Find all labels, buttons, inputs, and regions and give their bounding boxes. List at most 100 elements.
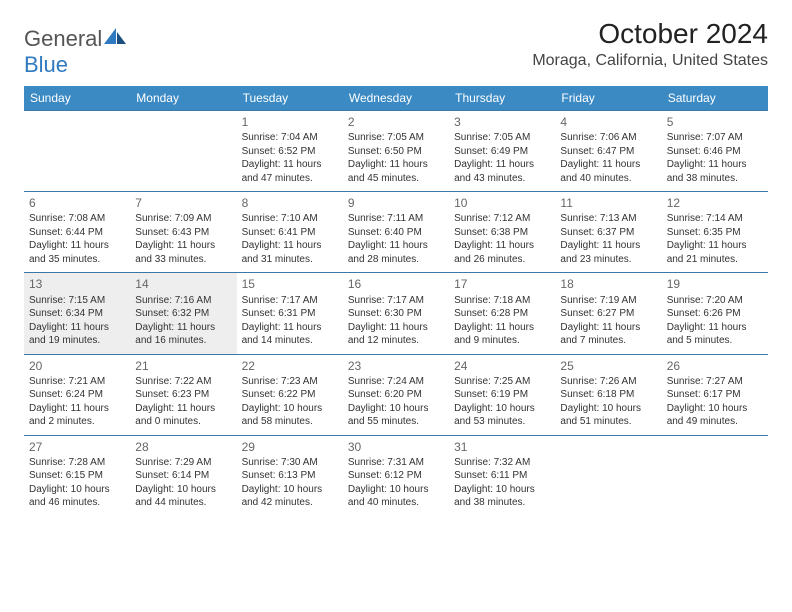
day-number: 20 [29, 358, 125, 374]
daylight-line: Daylight: 11 hours and 5 minutes. [667, 321, 763, 348]
sunrise-line: Sunrise: 7:10 AM [242, 212, 338, 226]
day-cell: 17Sunrise: 7:18 AMSunset: 6:28 PMDayligh… [449, 273, 555, 354]
daylight-line: Daylight: 10 hours and 53 minutes. [454, 402, 550, 429]
sunrise-line: Sunrise: 7:07 AM [667, 131, 763, 145]
daylight-line: Daylight: 11 hours and 40 minutes. [560, 158, 656, 185]
sunrise-line: Sunrise: 7:17 AM [242, 294, 338, 308]
title-block: October 2024 Moraga, California, United … [532, 18, 768, 70]
sunrise-line: Sunrise: 7:25 AM [454, 375, 550, 389]
daylight-line: Daylight: 11 hours and 2 minutes. [29, 402, 125, 429]
sunrise-line: Sunrise: 7:12 AM [454, 212, 550, 226]
sunset-line: Sunset: 6:32 PM [135, 307, 231, 321]
dayname-tuesday: Tuesday [237, 86, 343, 111]
sunset-line: Sunset: 6:24 PM [29, 388, 125, 402]
daylight-line: Daylight: 11 hours and 9 minutes. [454, 321, 550, 348]
day-cell [555, 435, 661, 516]
day-cell: 10Sunrise: 7:12 AMSunset: 6:38 PMDayligh… [449, 192, 555, 273]
sunset-line: Sunset: 6:41 PM [242, 226, 338, 240]
sunset-line: Sunset: 6:28 PM [454, 307, 550, 321]
sunset-line: Sunset: 6:43 PM [135, 226, 231, 240]
day-cell: 11Sunrise: 7:13 AMSunset: 6:37 PMDayligh… [555, 192, 661, 273]
daylight-line: Daylight: 11 hours and 38 minutes. [667, 158, 763, 185]
sunset-line: Sunset: 6:26 PM [667, 307, 763, 321]
day-cell: 20Sunrise: 7:21 AMSunset: 6:24 PMDayligh… [24, 354, 130, 435]
day-cell: 23Sunrise: 7:24 AMSunset: 6:20 PMDayligh… [343, 354, 449, 435]
daylight-line: Daylight: 10 hours and 46 minutes. [29, 483, 125, 510]
brand-main: General [24, 26, 102, 51]
day-cell: 25Sunrise: 7:26 AMSunset: 6:18 PMDayligh… [555, 354, 661, 435]
sunset-line: Sunset: 6:15 PM [29, 469, 125, 483]
sunrise-line: Sunrise: 7:17 AM [348, 294, 444, 308]
sunrise-line: Sunrise: 7:24 AM [348, 375, 444, 389]
month-title: October 2024 [532, 18, 768, 50]
sunrise-line: Sunrise: 7:27 AM [667, 375, 763, 389]
dayname-thursday: Thursday [449, 86, 555, 111]
day-number: 26 [667, 358, 763, 374]
day-number: 21 [135, 358, 231, 374]
sunset-line: Sunset: 6:14 PM [135, 469, 231, 483]
day-number: 25 [560, 358, 656, 374]
daylight-line: Daylight: 11 hours and 7 minutes. [560, 321, 656, 348]
dayname-wednesday: Wednesday [343, 86, 449, 111]
day-number: 19 [667, 276, 763, 292]
calendar-head: SundayMondayTuesdayWednesdayThursdayFrid… [24, 86, 768, 111]
daylight-line: Daylight: 11 hours and 12 minutes. [348, 321, 444, 348]
day-number: 3 [454, 114, 550, 130]
sunset-line: Sunset: 6:49 PM [454, 145, 550, 159]
day-number: 18 [560, 276, 656, 292]
day-cell: 29Sunrise: 7:30 AMSunset: 6:13 PMDayligh… [237, 435, 343, 516]
daylight-line: Daylight: 10 hours and 44 minutes. [135, 483, 231, 510]
day-cell: 14Sunrise: 7:16 AMSunset: 6:32 PMDayligh… [130, 273, 236, 354]
sunset-line: Sunset: 6:46 PM [667, 145, 763, 159]
day-number: 7 [135, 195, 231, 211]
day-number: 10 [454, 195, 550, 211]
daylight-line: Daylight: 11 hours and 28 minutes. [348, 239, 444, 266]
day-number: 27 [29, 439, 125, 455]
day-number: 13 [29, 276, 125, 292]
sunrise-line: Sunrise: 7:28 AM [29, 456, 125, 470]
daylight-line: Daylight: 11 hours and 26 minutes. [454, 239, 550, 266]
day-number: 12 [667, 195, 763, 211]
sunset-line: Sunset: 6:30 PM [348, 307, 444, 321]
sunrise-line: Sunrise: 7:32 AM [454, 456, 550, 470]
week-row: 27Sunrise: 7:28 AMSunset: 6:15 PMDayligh… [24, 435, 768, 516]
day-cell: 27Sunrise: 7:28 AMSunset: 6:15 PMDayligh… [24, 435, 130, 516]
day-cell: 13Sunrise: 7:15 AMSunset: 6:34 PMDayligh… [24, 273, 130, 354]
day-cell: 3Sunrise: 7:05 AMSunset: 6:49 PMDaylight… [449, 111, 555, 192]
day-cell: 28Sunrise: 7:29 AMSunset: 6:14 PMDayligh… [130, 435, 236, 516]
day-number: 6 [29, 195, 125, 211]
sunrise-line: Sunrise: 7:18 AM [454, 294, 550, 308]
day-number: 22 [242, 358, 338, 374]
sunrise-line: Sunrise: 7:06 AM [560, 131, 656, 145]
daylight-line: Daylight: 10 hours and 38 minutes. [454, 483, 550, 510]
sunrise-line: Sunrise: 7:08 AM [29, 212, 125, 226]
day-cell: 6Sunrise: 7:08 AMSunset: 6:44 PMDaylight… [24, 192, 130, 273]
daylight-line: Daylight: 10 hours and 49 minutes. [667, 402, 763, 429]
daylight-line: Daylight: 11 hours and 45 minutes. [348, 158, 444, 185]
daylight-line: Daylight: 10 hours and 42 minutes. [242, 483, 338, 510]
day-cell: 18Sunrise: 7:19 AMSunset: 6:27 PMDayligh… [555, 273, 661, 354]
sunset-line: Sunset: 6:47 PM [560, 145, 656, 159]
daylight-line: Daylight: 11 hours and 43 minutes. [454, 158, 550, 185]
day-cell: 9Sunrise: 7:11 AMSunset: 6:40 PMDaylight… [343, 192, 449, 273]
daylight-line: Daylight: 10 hours and 58 minutes. [242, 402, 338, 429]
dayname-monday: Monday [130, 86, 236, 111]
sunrise-line: Sunrise: 7:21 AM [29, 375, 125, 389]
day-cell: 30Sunrise: 7:31 AMSunset: 6:12 PMDayligh… [343, 435, 449, 516]
day-cell [130, 111, 236, 192]
day-cell: 8Sunrise: 7:10 AMSunset: 6:41 PMDaylight… [237, 192, 343, 273]
sunset-line: Sunset: 6:12 PM [348, 469, 444, 483]
day-cell: 16Sunrise: 7:17 AMSunset: 6:30 PMDayligh… [343, 273, 449, 354]
daylight-line: Daylight: 11 hours and 47 minutes. [242, 158, 338, 185]
day-number: 28 [135, 439, 231, 455]
sunrise-line: Sunrise: 7:19 AM [560, 294, 656, 308]
day-number: 31 [454, 439, 550, 455]
sunset-line: Sunset: 6:23 PM [135, 388, 231, 402]
day-number: 24 [454, 358, 550, 374]
sunset-line: Sunset: 6:50 PM [348, 145, 444, 159]
day-number: 23 [348, 358, 444, 374]
daylight-line: Daylight: 11 hours and 33 minutes. [135, 239, 231, 266]
sunrise-line: Sunrise: 7:11 AM [348, 212, 444, 226]
sunrise-line: Sunrise: 7:29 AM [135, 456, 231, 470]
day-number: 9 [348, 195, 444, 211]
